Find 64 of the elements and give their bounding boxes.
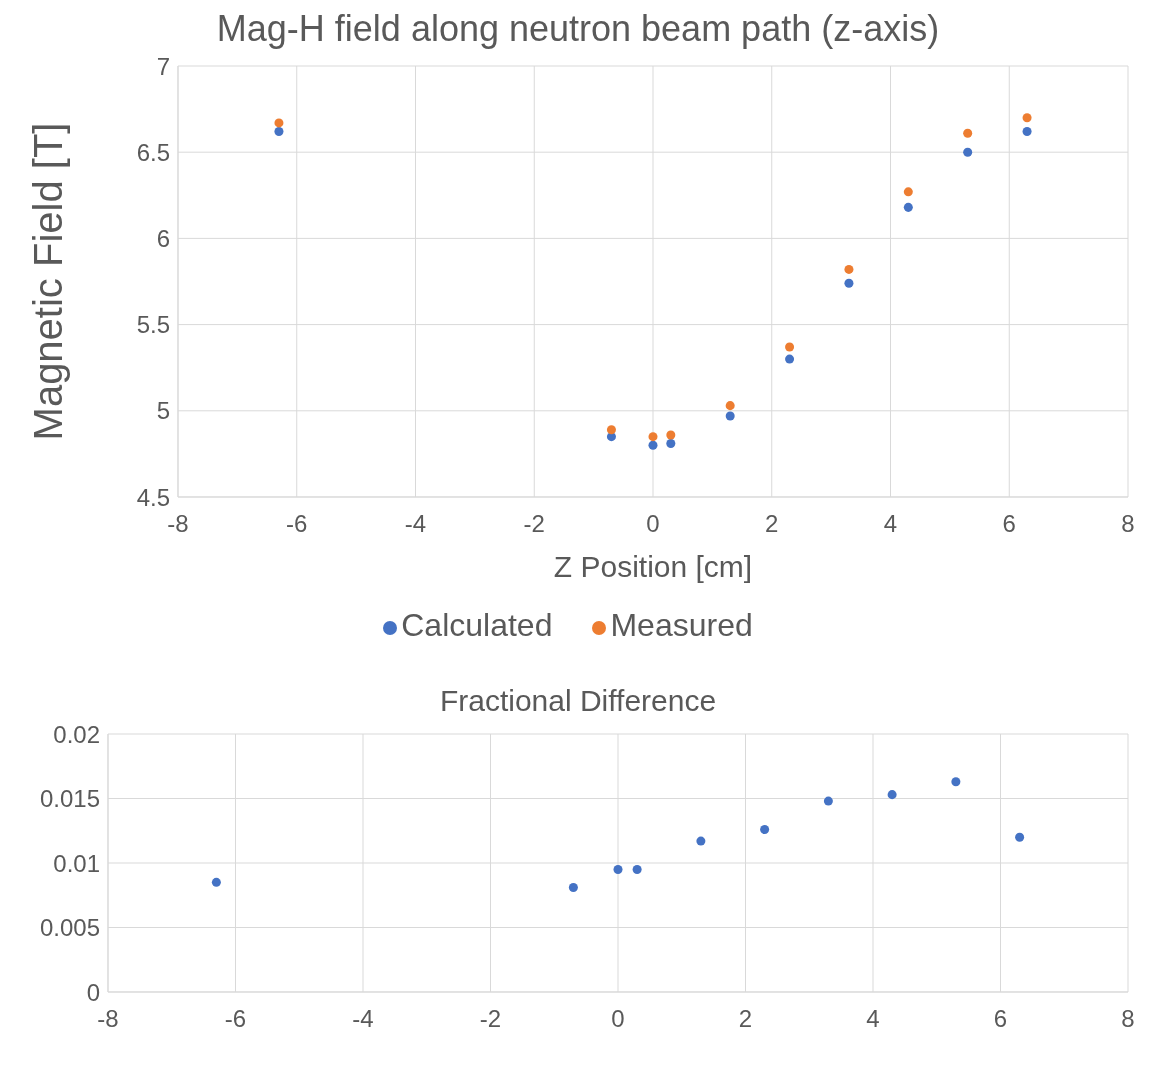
y-tick-label: 5.5 — [136, 311, 170, 339]
point — [887, 790, 897, 800]
y-tick-label: 6.5 — [136, 138, 170, 166]
point — [613, 864, 623, 874]
x-axis-title: Z Position [cm] — [553, 550, 753, 583]
point — [274, 127, 284, 137]
legend-label: Measured — [610, 607, 753, 643]
point — [696, 836, 706, 846]
point — [963, 147, 973, 157]
point — [274, 118, 284, 128]
point — [725, 411, 735, 421]
point — [648, 432, 658, 442]
legend-label: Calculated — [401, 607, 553, 643]
x-tick-label: -4 — [352, 1005, 374, 1033]
x-tick-label: -6 — [286, 510, 308, 538]
x-tick-label: 6 — [993, 1005, 1008, 1033]
point — [568, 883, 578, 893]
x-tick-label: -2 — [479, 1005, 502, 1033]
point — [1022, 113, 1032, 123]
point — [844, 278, 854, 288]
y-tick-label: 0.02 — [53, 720, 100, 748]
y-tick-label: 0 — [86, 978, 100, 1006]
point — [823, 796, 833, 806]
point — [725, 401, 735, 411]
point — [903, 202, 913, 212]
y-tick-label: 5 — [156, 397, 170, 425]
y-tick-label: 6 — [156, 224, 170, 252]
y-tick-label: 4.5 — [136, 483, 170, 511]
chart-title: Fractional Difference — [438, 684, 718, 718]
y-tick-label: 7 — [156, 52, 170, 80]
point — [951, 777, 961, 787]
x-tick-label: 4 — [883, 510, 898, 538]
x-tick-label: -2 — [523, 510, 545, 538]
y-tick-label: 0.005 — [39, 914, 100, 942]
point — [648, 440, 658, 450]
point — [632, 864, 642, 874]
x-tick-label: -8 — [167, 510, 189, 538]
point — [785, 342, 795, 352]
point — [903, 187, 913, 197]
point — [963, 128, 973, 138]
point — [666, 430, 676, 440]
x-tick-label: 2 — [765, 510, 779, 538]
x-tick-label: 0 — [646, 510, 660, 538]
x-tick-label: -6 — [224, 1005, 247, 1033]
point — [211, 877, 221, 887]
point — [760, 824, 770, 834]
y-tick-label: 0.01 — [53, 849, 100, 877]
x-tick-label: -8 — [97, 1005, 119, 1033]
x-tick-label: 2 — [738, 1005, 753, 1033]
point — [666, 439, 676, 449]
x-tick-label: -4 — [404, 510, 427, 538]
chart-title: Mag-H field along neutron beam path (z-axis) — [215, 8, 941, 50]
point — [844, 264, 854, 274]
point — [785, 354, 795, 364]
x-tick-label: 8 — [1121, 1005, 1135, 1033]
x-tick-label: 8 — [1121, 510, 1135, 538]
point — [1015, 832, 1025, 842]
x-tick-label: 0 — [611, 1005, 625, 1033]
x-tick-label: 4 — [866, 1005, 880, 1033]
point — [606, 425, 616, 435]
x-tick-label: 6 — [1002, 510, 1016, 538]
y-tick-label: 0.015 — [39, 785, 100, 813]
point — [1022, 127, 1032, 137]
y-axis-title: Magnetic Field [T] — [26, 122, 71, 441]
